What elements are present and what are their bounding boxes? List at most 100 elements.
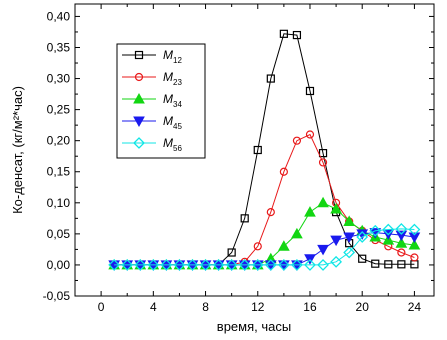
data-point-M12	[279, 29, 288, 38]
data-point-M23	[279, 167, 288, 176]
legend-label-M12: M12	[163, 48, 182, 65]
data-point-M45	[330, 235, 342, 247]
data-point-M23	[292, 136, 302, 145]
data-point-M34	[395, 237, 408, 248]
legend-label-base: M	[163, 136, 173, 150]
data-point-M56	[199, 259, 212, 271]
data-point-M12	[240, 214, 249, 223]
data-point-M12	[266, 74, 275, 83]
y-tick-label: -0,05	[43, 289, 71, 303]
legend-label-subscript: 45	[173, 122, 182, 131]
data-point-M45	[395, 230, 408, 242]
data-point-M12	[318, 149, 328, 158]
data-point-M34	[330, 202, 342, 214]
data-point-M56	[382, 223, 395, 236]
data-point-M23	[318, 158, 328, 167]
legend-box	[116, 43, 206, 159]
data-point-M56	[160, 259, 173, 271]
data-point-M56	[330, 255, 343, 268]
legend-marker-M56	[133, 137, 145, 149]
data-point-M56	[212, 259, 225, 271]
legend-marker-M34	[133, 92, 145, 104]
data-point-M45	[291, 260, 303, 271]
data-point-M56	[173, 259, 186, 271]
data-point-M56	[369, 224, 382, 237]
series-M45	[108, 228, 421, 271]
legend-label-base: M	[163, 92, 173, 106]
y-tick-label: 0,30	[47, 72, 71, 86]
data-point-M56	[343, 246, 356, 259]
y-axis-title: Ко-денсат, (кг/м²*час)	[10, 86, 25, 214]
data-point-M34	[343, 215, 355, 226]
data-point-M23	[266, 208, 275, 217]
y-tick-label: 0,10	[47, 196, 71, 210]
data-point-M56	[121, 259, 134, 271]
x-tick-label: 8	[202, 300, 209, 314]
data-point-M56	[408, 223, 421, 236]
data-point-M23	[253, 242, 262, 251]
data-point-M56	[238, 259, 251, 271]
data-point-M56	[134, 259, 147, 271]
data-point-M45	[278, 260, 290, 271]
data-point-M12	[253, 145, 262, 155]
legend-label-base: M	[163, 48, 173, 62]
data-point-M45	[408, 232, 421, 244]
legend-label-M45: M45	[163, 114, 182, 131]
y-tick-label: 0,35	[47, 40, 71, 54]
data-point-M56	[356, 231, 369, 243]
data-point-M23	[305, 130, 315, 139]
x-tick-label: 12	[251, 300, 265, 314]
x-axis-title: время, часы	[217, 319, 291, 334]
x-tick-label: 16	[303, 300, 317, 314]
series-line-M56	[114, 228, 415, 266]
series-M56	[108, 222, 421, 271]
data-point-M12	[292, 30, 302, 40]
data-point-M34	[291, 227, 303, 239]
data-point-M12	[227, 248, 236, 257]
legend-label-base: M	[163, 114, 173, 128]
y-tick-label: 0,25	[47, 103, 71, 117]
data-point-M56	[186, 259, 199, 271]
data-point-M56	[304, 259, 316, 271]
data-point-M45	[264, 260, 277, 271]
x-tick-label: 4	[150, 300, 157, 314]
data-point-M12	[358, 254, 367, 263]
data-point-M45	[343, 232, 355, 244]
legend-label-subscript: 23	[173, 78, 182, 87]
data-point-M56	[291, 259, 303, 271]
data-point-M56	[395, 222, 408, 235]
data-point-M12	[371, 259, 380, 268]
data-point-M23	[397, 248, 406, 257]
data-point-M56	[225, 259, 238, 271]
legend-label-subscript: 34	[173, 100, 182, 109]
legend-label-M34: M34	[163, 92, 182, 109]
x-tick-label: 0	[98, 300, 105, 314]
legend-label-M23: M23	[163, 70, 182, 87]
data-point-M56	[264, 259, 277, 271]
legend-marker-M12	[134, 50, 144, 60]
x-tick-label: 24	[408, 300, 422, 314]
data-point-M56	[277, 259, 290, 271]
legend-marker-M23	[134, 72, 144, 82]
legend-label-base: M	[163, 70, 173, 84]
data-point-M12	[397, 260, 406, 269]
legend-label-subscript: 12	[173, 56, 182, 65]
plot-frame	[74, 3, 435, 297]
legend-marker-M45	[133, 116, 145, 128]
y-tick-label: 0,00	[47, 258, 71, 272]
x-tick-label: 20	[356, 300, 370, 314]
y-tick-label: 0,15	[47, 165, 71, 179]
data-point-M34	[278, 240, 290, 251]
data-point-M56	[251, 259, 264, 271]
data-point-M56	[317, 259, 329, 271]
data-point-M12	[384, 260, 393, 269]
data-point-M45	[317, 244, 329, 256]
data-point-M34	[304, 206, 316, 217]
data-point-M56	[147, 259, 160, 271]
series-line-M45	[114, 232, 415, 266]
legend-label-subscript: 56	[173, 144, 182, 153]
data-point-M23	[410, 253, 419, 262]
data-point-M34	[408, 239, 421, 250]
